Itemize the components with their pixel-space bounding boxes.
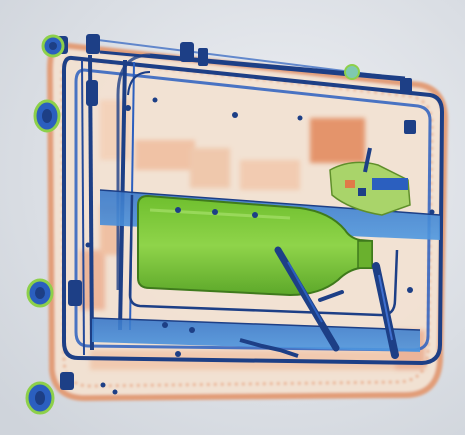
electronics-board xyxy=(329,147,411,216)
blue-compartment-bar-lower xyxy=(91,317,421,352)
bottle-neck xyxy=(357,240,373,269)
wheel-mid-left xyxy=(33,99,61,133)
inner-rails xyxy=(127,71,399,317)
rivets xyxy=(85,97,435,395)
wheel-top-left xyxy=(41,34,65,58)
glass-bottle xyxy=(137,194,373,297)
wheel-top-right xyxy=(344,64,360,80)
wheels xyxy=(25,34,360,415)
wheel-lower-left xyxy=(26,278,54,308)
wheel-bottom-left xyxy=(25,381,55,415)
pens xyxy=(239,246,399,359)
